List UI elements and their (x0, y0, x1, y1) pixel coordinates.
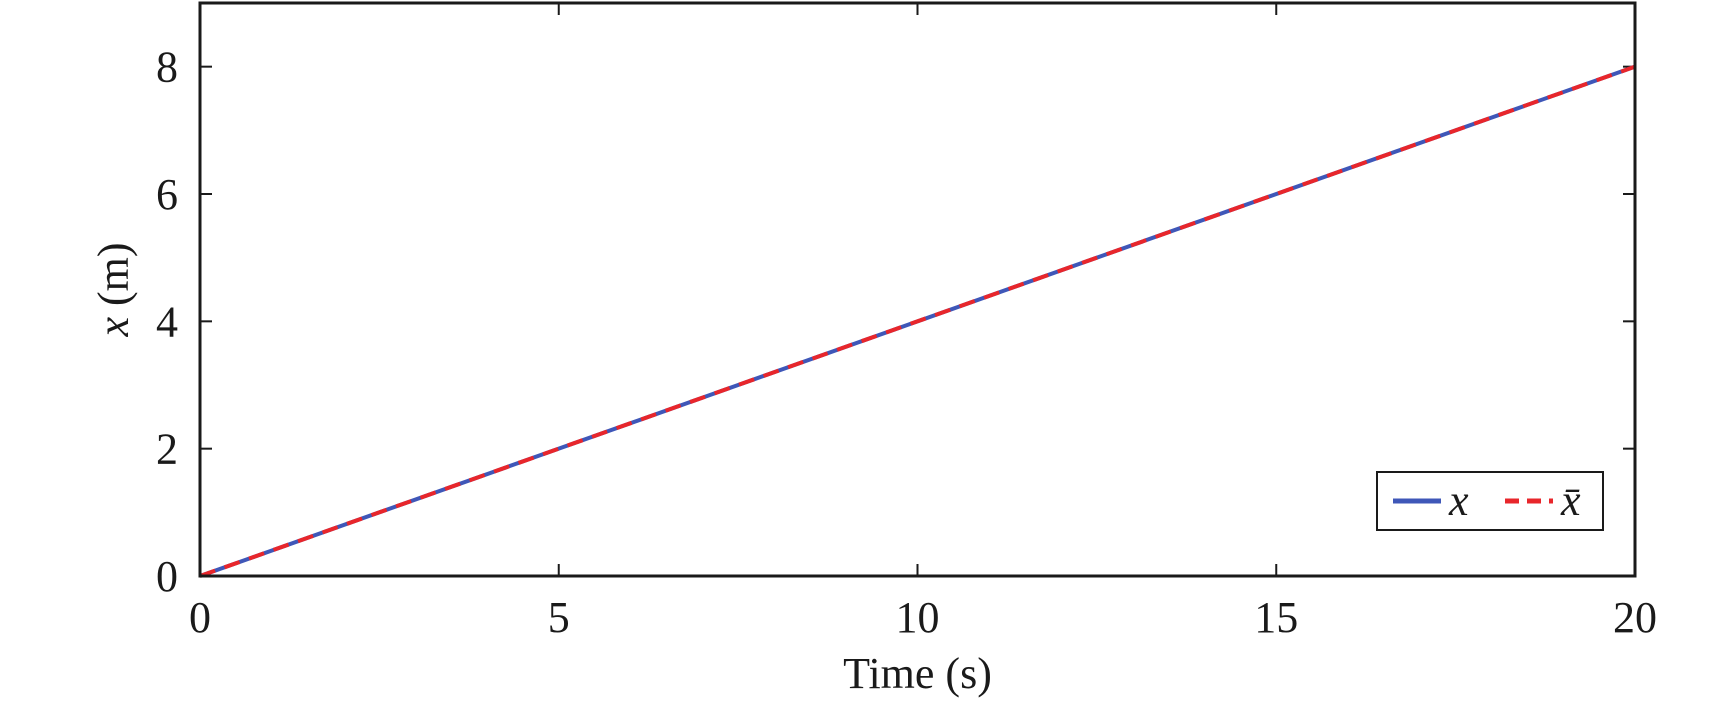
legend-label-xbar: x̄ (1560, 476, 1581, 525)
y-tick-label: 4 (156, 297, 178, 346)
x-tick-label: 10 (896, 593, 940, 642)
x-axis-label: Time (s) (843, 649, 992, 698)
x-tick-labels: 0 5 10 15 20 (189, 593, 1657, 642)
y-tick-labels: 0 2 4 6 8 (156, 43, 178, 601)
y-tick-label: 2 (156, 425, 178, 474)
x-tick-label: 20 (1613, 593, 1657, 642)
y-tick-label: 0 (156, 552, 178, 601)
legend: x x̄ (1376, 471, 1604, 531)
series-group (199, 64, 1636, 578)
series-line-1 (199, 64, 1636, 578)
x-tick-label: 5 (548, 593, 570, 642)
y-tick-label: 8 (156, 43, 178, 92)
x-tick-label: 0 (189, 593, 211, 642)
y-axis-label-unit: (m) (89, 242, 138, 317)
x-tick-label: 15 (1254, 593, 1298, 642)
legend-label-x: x (1448, 476, 1469, 525)
plot-frame (198, 1, 1637, 578)
y-axis-label-symbol: x (89, 317, 138, 338)
y-tick-label: 6 (156, 170, 178, 219)
y-axis-label: x (m) (89, 242, 138, 337)
